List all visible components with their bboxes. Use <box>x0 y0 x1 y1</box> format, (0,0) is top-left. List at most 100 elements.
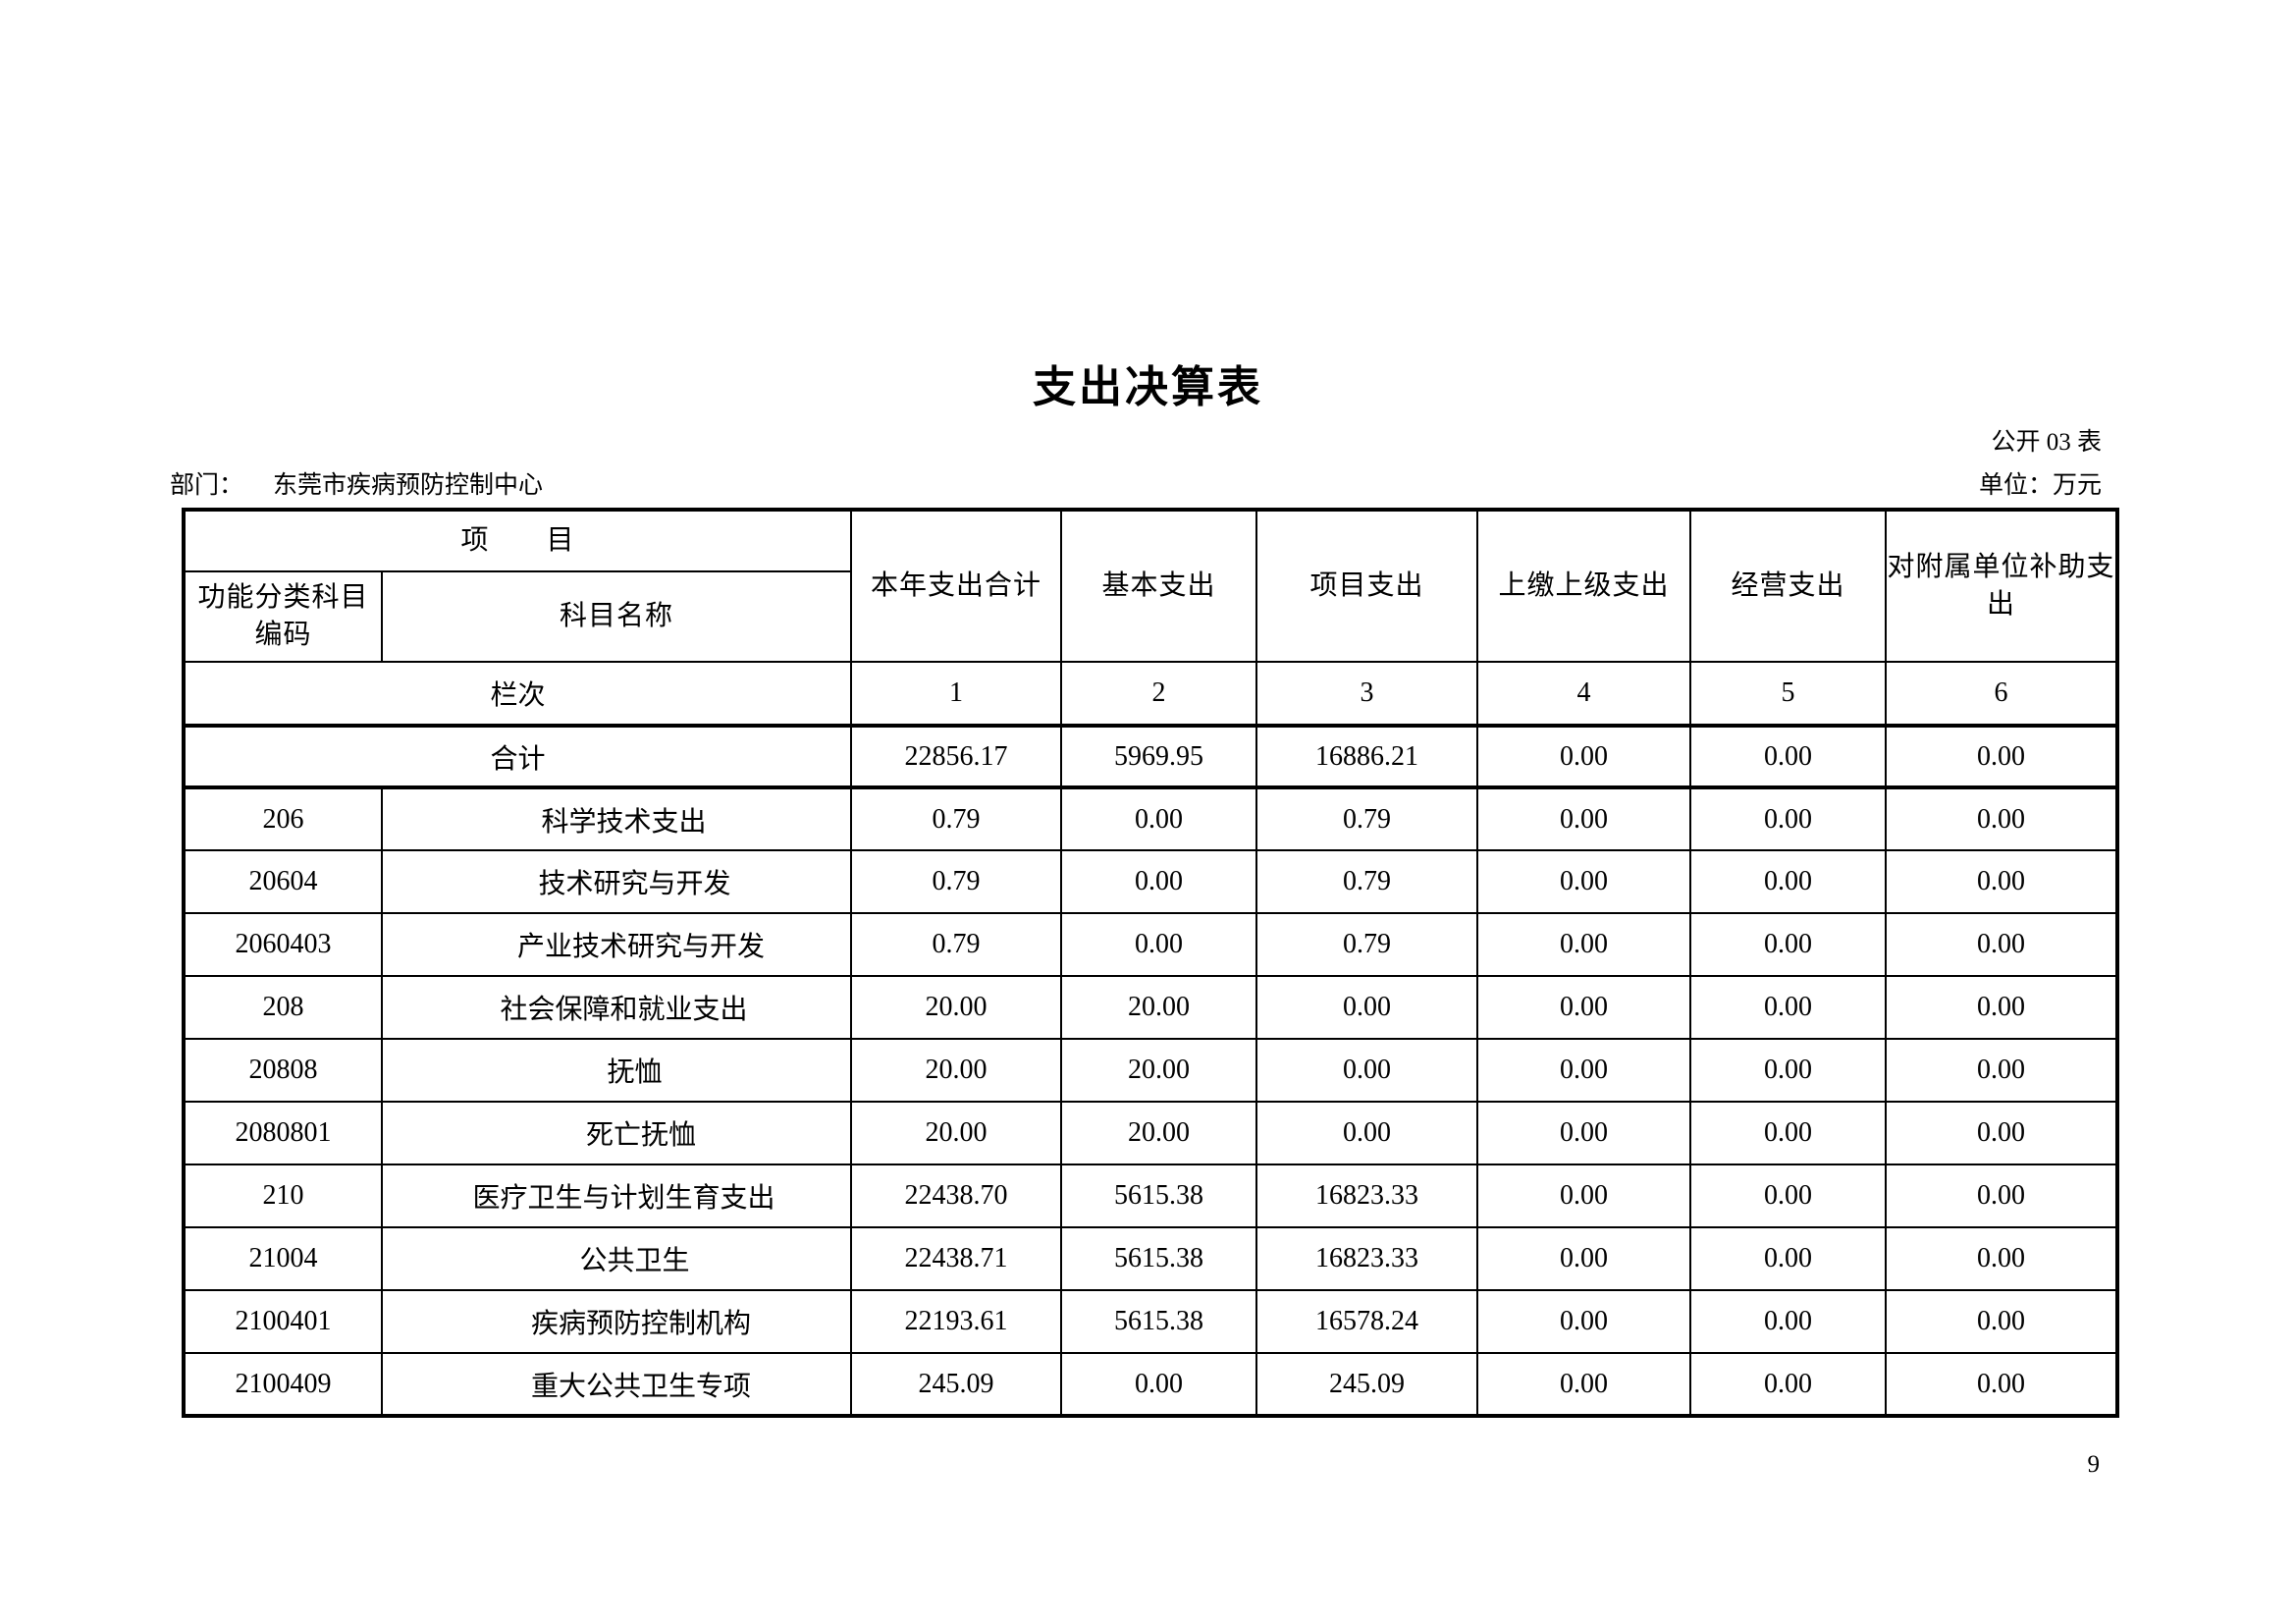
total-value: 0.00 <box>1476 725 1692 789</box>
row-value: 0.00 <box>1689 975 1888 1040</box>
header-col-upper: 上缴上级支出 <box>1476 509 1692 663</box>
row-value: 0.79 <box>850 786 1063 851</box>
row-value: 0.00 <box>1689 1164 1888 1228</box>
row-code: 2080801 <box>183 1101 383 1165</box>
row-value: 0.00 <box>1885 1289 2119 1354</box>
row-name: 技术研究与开发 <box>380 849 853 914</box>
row-name: 社会保障和就业支出 <box>380 975 853 1040</box>
row-name: 医疗卫生与计划生育支出 <box>380 1164 853 1228</box>
row-value: 0.00 <box>1885 1164 2119 1228</box>
header-col-subsidy: 对附属单位补助支出 <box>1885 509 2119 663</box>
header-col-total: 本年支出合计 <box>850 509 1063 663</box>
header-item-group: 项 目 <box>182 509 853 572</box>
row-value: 0.00 <box>1885 1101 2119 1165</box>
row-value: 20.00 <box>850 1038 1063 1103</box>
row-value: 0.00 <box>1689 1352 1888 1417</box>
table-row: 20604 技术研究与开发 0.79 0.00 0.79 0.00 0.00 0… <box>183 849 2119 914</box>
row-code: 20604 <box>183 849 383 914</box>
row-code: 206 <box>183 786 383 851</box>
row-value: 5615.38 <box>1060 1289 1258 1354</box>
column-number: 5 <box>1689 661 1888 728</box>
column-number: 2 <box>1060 661 1258 728</box>
column-number: 6 <box>1885 661 2119 728</box>
table-row: 20808 抚恤 20.00 20.00 0.00 0.00 0.00 0.00 <box>183 1038 2119 1103</box>
total-row: 合计 22856.17 5969.95 16886.21 0.00 0.00 0… <box>182 725 2119 789</box>
row-value: 0.00 <box>1476 786 1692 851</box>
expenditure-table: 项 目 本年支出合计 基本支出 项目支出 上缴上级支出 经营支出 对附属单位补助… <box>182 508 2120 1418</box>
table-row: 210 医疗卫生与计划生育支出 22438.70 5615.38 16823.3… <box>183 1164 2119 1228</box>
row-code: 208 <box>183 975 383 1040</box>
header-row-2: 功能分类科目编码 科目名称 <box>183 570 2117 663</box>
page-number: 9 <box>2087 1451 2101 1478</box>
row-name: 产业技术研究与开发 <box>380 912 853 977</box>
row-code: 2060403 <box>183 912 383 977</box>
row-code: 21004 <box>183 1226 383 1291</box>
row-value: 0.00 <box>1689 1226 1888 1291</box>
row-value: 16578.24 <box>1255 1289 1479 1354</box>
total-value: 0.00 <box>1885 725 2119 789</box>
row-value: 22193.61 <box>850 1289 1063 1354</box>
header-name-label: 科目名称 <box>380 570 853 663</box>
table-row: 206 科学技术支出 0.79 0.00 0.79 0.00 0.00 0.00 <box>183 786 2119 851</box>
column-index-row: 栏次 1 2 3 4 5 6 <box>182 661 2119 728</box>
row-name: 重大公共卫生专项 <box>380 1352 853 1417</box>
row-name: 疾病预防控制机构 <box>380 1289 853 1354</box>
row-value: 22438.71 <box>850 1226 1063 1291</box>
row-value: 0.00 <box>1885 1226 2119 1291</box>
row-value: 0.79 <box>1255 912 1479 977</box>
row-value: 22438.70 <box>850 1164 1063 1228</box>
row-value: 0.00 <box>1885 1352 2119 1417</box>
row-value: 0.00 <box>1885 912 2119 977</box>
row-value: 0.00 <box>1060 786 1258 851</box>
row-name: 科学技术支出 <box>380 786 853 851</box>
row-value: 0.00 <box>1689 786 1888 851</box>
table-row: 2060403 产业技术研究与开发 0.79 0.00 0.79 0.00 0.… <box>183 912 2119 977</box>
table-row: 2080801 死亡抚恤 20.00 20.00 0.00 0.00 0.00 … <box>183 1101 2119 1165</box>
row-code: 20808 <box>183 1038 383 1103</box>
row-value: 245.09 <box>850 1352 1063 1417</box>
row-value: 20.00 <box>1060 1101 1258 1165</box>
total-value: 0.00 <box>1689 725 1888 789</box>
row-value: 20.00 <box>850 1101 1063 1165</box>
total-value: 16886.21 <box>1255 725 1479 789</box>
row-name: 死亡抚恤 <box>380 1101 853 1165</box>
row-code: 2100409 <box>183 1352 383 1417</box>
row-value: 16823.33 <box>1255 1226 1479 1291</box>
header-col-operating: 经营支出 <box>1689 509 1888 663</box>
row-value: 0.00 <box>1885 849 2119 914</box>
row-value: 0.00 <box>1060 1352 1258 1417</box>
row-value: 0.00 <box>1476 912 1692 977</box>
row-value: 5615.38 <box>1060 1164 1258 1228</box>
row-value: 5615.38 <box>1060 1226 1258 1291</box>
row-value: 0.00 <box>1476 1226 1692 1291</box>
total-value: 22856.17 <box>850 725 1063 789</box>
total-value: 5969.95 <box>1060 725 1258 789</box>
row-value: 20.00 <box>1060 975 1258 1040</box>
row-code: 2100401 <box>183 1289 383 1354</box>
unit-label: 单位：万元 <box>1978 472 2102 499</box>
row-value: 0.79 <box>1255 849 1479 914</box>
row-value: 0.00 <box>1476 1101 1692 1165</box>
row-value: 0.00 <box>1476 849 1692 914</box>
row-code: 210 <box>183 1164 383 1228</box>
row-value: 0.00 <box>1885 786 2119 851</box>
row-value: 0.00 <box>1885 975 2119 1040</box>
table-row: 208 社会保障和就业支出 20.00 20.00 0.00 0.00 0.00… <box>183 975 2119 1040</box>
row-value: 20.00 <box>850 975 1063 1040</box>
header-row-1: 项 目 本年支出合计 基本支出 项目支出 上缴上级支出 经营支出 对附属单位补助… <box>182 509 2119 663</box>
table-row: 21004 公共卫生 22438.71 5615.38 16823.33 0.0… <box>183 1226 2119 1291</box>
department-line: 部门： 东莞市疾病预防控制中心 <box>170 465 543 501</box>
row-value: 245.09 <box>1255 1352 1479 1417</box>
row-value: 0.00 <box>1689 1289 1888 1354</box>
total-row-label: 合计 <box>182 725 853 789</box>
row-value: 0.00 <box>1476 1038 1692 1103</box>
row-name: 公共卫生 <box>380 1226 853 1291</box>
page-title: 支出决算表 <box>1033 363 1263 411</box>
row-value: 16823.33 <box>1255 1164 1479 1228</box>
header-code-label: 功能分类科目编码 <box>183 570 383 663</box>
row-value: 20.00 <box>1060 1038 1258 1103</box>
column-index-label: 栏次 <box>182 661 853 728</box>
row-name: 抚恤 <box>380 1038 853 1103</box>
column-number: 4 <box>1476 661 1692 728</box>
